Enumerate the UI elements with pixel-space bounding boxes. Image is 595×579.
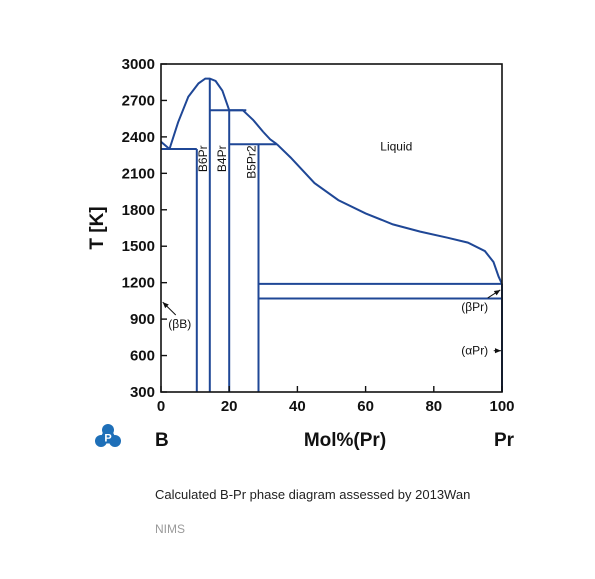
compound-label-b6pr: B6Pr [196,145,210,172]
x-tick-label: 0 [157,398,165,415]
region-label-3: (αPr) [461,344,488,358]
right-component-label: Pr [494,430,515,451]
y-tick-label: 2400 [122,129,155,146]
x-axis-label: Mol%(Pr) [304,430,386,451]
logo-center [101,430,115,444]
region-label-1: (βB) [168,317,191,331]
x-tick-label: 20 [221,398,238,415]
y-tick-label: 2100 [122,165,155,182]
liquidus-segment-0 [160,140,171,150]
phase-curves [160,77,503,392]
annotation-arrowhead-3 [494,348,501,354]
figure-caption: Calculated B-Pr phase diagram assessed b… [155,487,471,502]
compound-label-b5pr2: B5Pr2 [245,145,259,179]
y-tick-label: 1500 [122,238,155,255]
y-tick-label: 300 [130,384,155,401]
phase-labels: B6Pr B4Pr B5Pr2 Liquid (βB) (βPr) (αPr) [162,140,501,358]
region-label-2: (βPr) [461,300,488,314]
x-tick-label: 80 [425,398,442,415]
liquidus-segment-4 [276,143,503,285]
y-tick-label: 1200 [122,275,155,292]
x-tick-label: 60 [357,398,374,415]
y-tick-label: 1800 [122,202,155,219]
annotation-arrowhead-1 [162,302,169,309]
y-axis-ticks: 300 600 900 1200 1500 1800 2100 2400 2700 3000 [122,56,167,401]
logo-letter: P [104,433,111,445]
y-tick-label: 3000 [122,56,155,73]
left-component-label: B [155,430,169,451]
liquidus-segment-1 [168,77,231,150]
liquidus-segment-3 [262,131,278,146]
logo: P [95,424,121,447]
y-tick-label: 900 [130,311,155,328]
y-tick-label: 2700 [122,92,155,109]
y-tick-label: 600 [130,348,155,365]
x-tick-label: 40 [289,398,306,415]
x-axis-ticks: 0 20 40 60 80 100 [157,386,515,415]
y-axis-label: T [K] [87,206,108,249]
compound-label-b4pr: B4Pr [215,145,229,172]
liquidus-segment-2 [229,109,265,133]
source-credit: NIMS [155,522,185,536]
plot-frame [160,63,503,393]
region-label-0: Liquid [380,140,412,154]
x-tick-label: 100 [489,398,514,415]
annotation-arrowhead-2 [493,289,501,296]
